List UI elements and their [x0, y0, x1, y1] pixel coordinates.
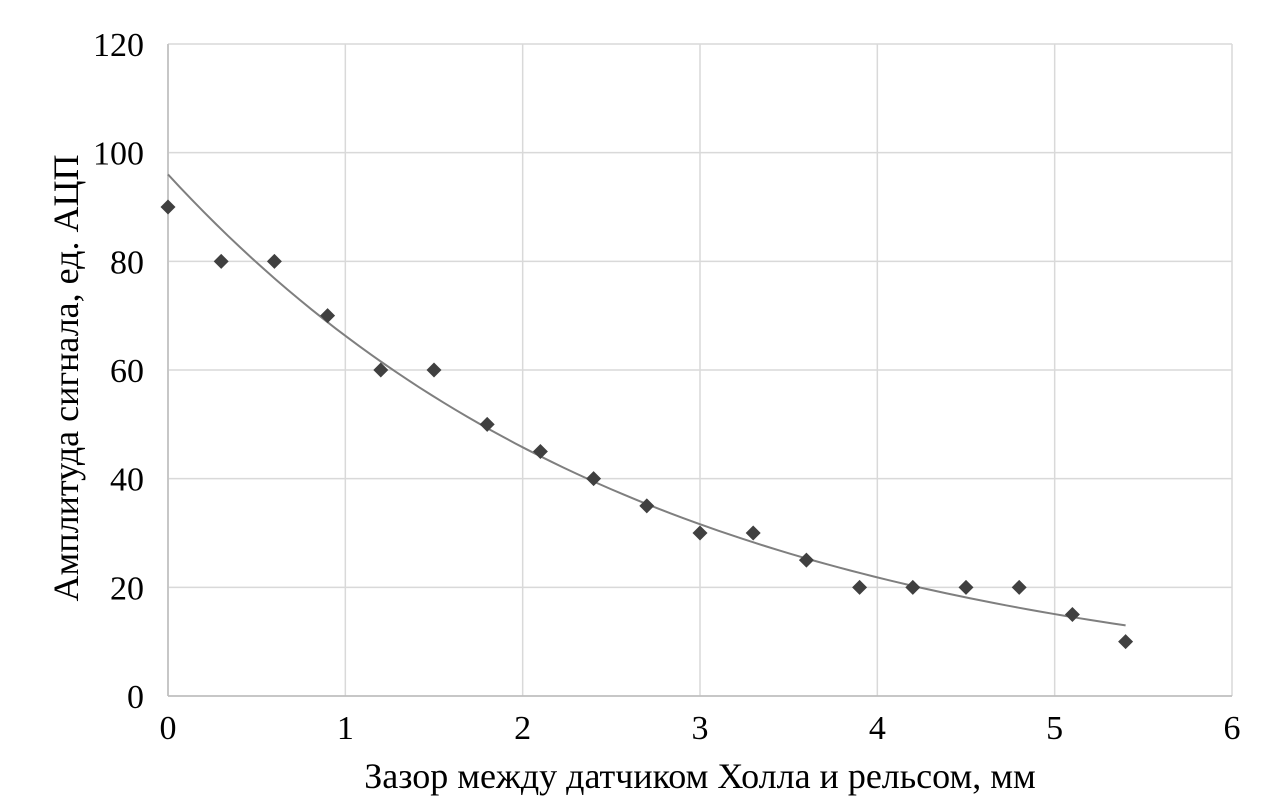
gridlines — [167, 43, 1233, 697]
data-point — [1064, 607, 1080, 622]
data-point — [586, 471, 602, 487]
x-tick-label: 2 — [514, 710, 531, 747]
data-point — [958, 579, 974, 595]
data-point — [266, 253, 282, 269]
x-axis-label: Зазор между датчиком Холла и рельсом, мм — [364, 756, 1036, 796]
x-tick-label: 4 — [869, 710, 886, 747]
data-point — [692, 525, 708, 541]
axes — [167, 44, 1232, 697]
y-tick-label: 0 — [127, 679, 144, 716]
data-point — [1011, 579, 1027, 595]
trendline-group — [167, 173, 1126, 627]
data-point — [373, 362, 389, 378]
y-tick-label: 80 — [110, 244, 144, 281]
y-tick-labels: 0 20 40 60 80 100 120 — [93, 27, 144, 716]
data-point — [426, 362, 442, 378]
y-tick-label: 60 — [110, 353, 144, 390]
data-point — [213, 253, 229, 269]
x-tick-label: 0 — [160, 710, 177, 747]
data-point — [160, 199, 176, 215]
data-point — [479, 416, 495, 432]
x-tick-label: 1 — [337, 710, 354, 747]
x-tick-label: 3 — [692, 710, 709, 747]
y-tick-label: 20 — [110, 570, 144, 607]
data-point — [905, 579, 921, 595]
data-point — [532, 444, 548, 459]
data-point — [320, 308, 336, 324]
trendline — [167, 173, 1126, 627]
x-tick-labels: 0 1 2 3 4 5 6 — [160, 710, 1241, 747]
y-tick-label: 100 — [93, 136, 144, 173]
y-tick-label: 40 — [110, 462, 144, 499]
y-axis-label: Амплитуда сигнала, ед. АЦП — [46, 155, 86, 602]
data-points — [160, 199, 1134, 650]
data-point — [852, 579, 868, 595]
data-point — [798, 552, 814, 568]
x-tick-label: 6 — [1224, 710, 1241, 747]
data-point — [1118, 634, 1134, 650]
data-point — [745, 525, 761, 541]
y-tick-label: 120 — [93, 27, 144, 64]
x-tick-label: 5 — [1046, 710, 1063, 747]
data-point — [639, 498, 655, 514]
